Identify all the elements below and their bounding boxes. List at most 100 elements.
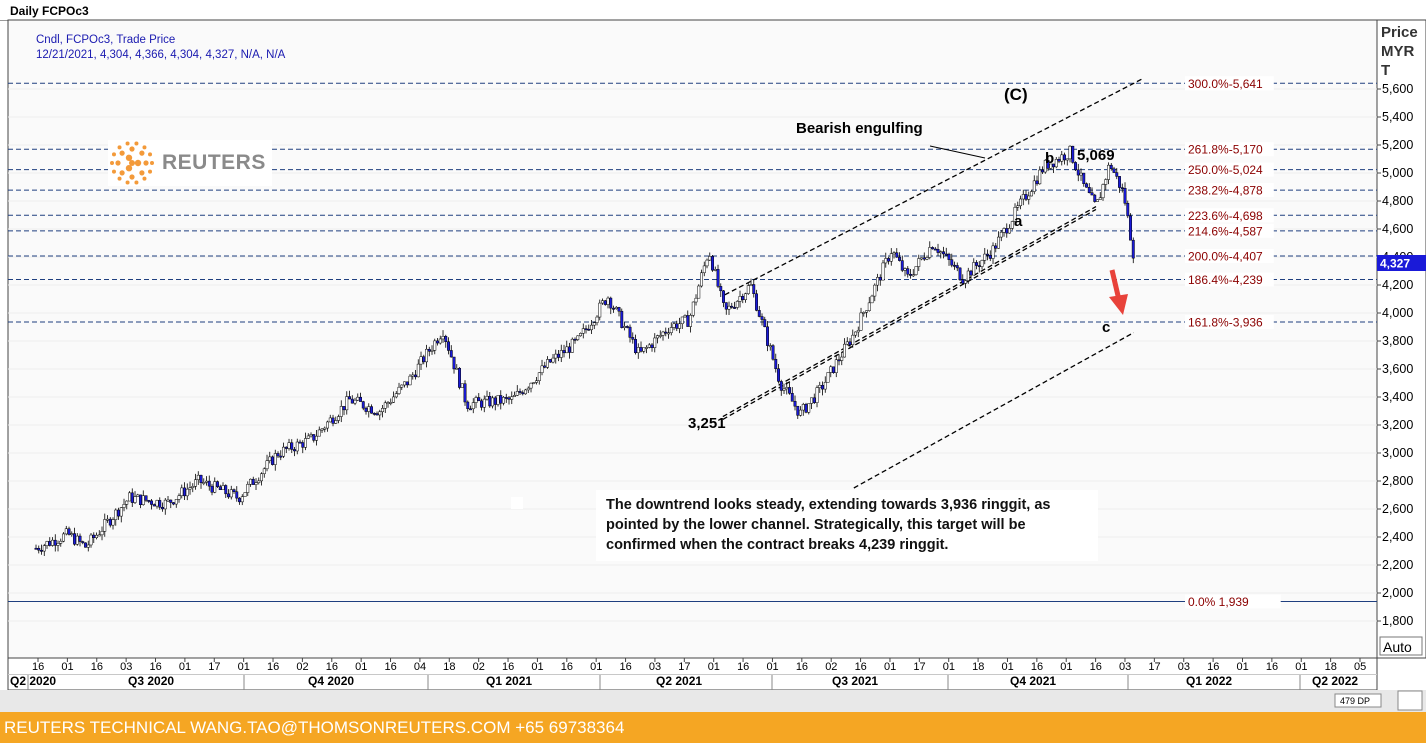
candle-body <box>628 326 632 338</box>
candle-body <box>1054 159 1058 168</box>
candle-body <box>562 350 566 354</box>
candle-body <box>988 254 992 259</box>
fib-level-label: 261.8%-5,170 <box>1188 143 1263 157</box>
candle-body <box>141 495 145 505</box>
candle-body <box>1079 172 1083 176</box>
candle-body <box>436 340 439 344</box>
candle-body <box>185 488 189 497</box>
candle-body <box>284 446 288 449</box>
candle-body <box>144 495 148 501</box>
candle-body <box>755 293 758 311</box>
y-tick-label: 3,200 <box>1382 418 1413 432</box>
candle-body <box>667 332 670 335</box>
candle-body <box>317 429 321 437</box>
logo-dot <box>148 169 153 174</box>
currency-label-2: T <box>1381 62 1390 79</box>
x-day-label: 01 <box>943 661 955 673</box>
auto-scale-button[interactable] <box>1379 636 1423 656</box>
candle-body <box>337 416 340 421</box>
candle-body <box>430 350 434 352</box>
candle-body <box>774 358 778 369</box>
blank-marker <box>511 497 523 509</box>
y-tick-label: 3,000 <box>1382 446 1413 460</box>
candle-body <box>1041 169 1044 173</box>
candle-body <box>903 268 907 271</box>
candle-body <box>499 395 503 404</box>
fib-level-label: 238.2%-4,878 <box>1188 184 1263 198</box>
candle-body <box>326 421 329 429</box>
x-quarter-label: Q4 2020 <box>308 674 354 688</box>
candle-body <box>40 549 43 552</box>
candle-body <box>1063 154 1066 161</box>
x-quarter-label: Q2 2022 <box>1312 674 1358 688</box>
candle-body <box>920 257 923 260</box>
candle-body <box>999 231 1003 238</box>
candle-body <box>64 528 68 535</box>
candle-body <box>348 396 351 400</box>
candle-body <box>125 500 129 505</box>
x-quarter-label: Q2 2021 <box>656 674 702 688</box>
candle-body <box>166 499 170 502</box>
candle-body <box>427 348 431 352</box>
x-day-label: 17 <box>1148 661 1160 673</box>
candle-body <box>383 402 387 409</box>
candle-body <box>837 359 841 362</box>
candle-body <box>408 375 412 386</box>
candle-body <box>865 310 868 313</box>
candle-body <box>887 258 890 262</box>
logo-dot <box>139 170 145 176</box>
candle-body <box>114 509 118 520</box>
analysis-note: The downtrend looks steady, extending to… <box>596 490 1098 561</box>
candle-body <box>757 310 761 317</box>
candle-body <box>75 535 79 545</box>
y-tick-label: 2,200 <box>1382 558 1413 572</box>
candle-body <box>1074 162 1077 171</box>
x-day-label: 16 <box>1207 661 1219 673</box>
candle-body <box>573 338 577 341</box>
candle-body <box>507 397 511 400</box>
candle-body <box>826 372 830 383</box>
logo-dot <box>125 180 130 185</box>
x-day-label: 03 <box>1178 661 1190 673</box>
logo-dot <box>115 160 121 166</box>
channel-line <box>853 332 1135 489</box>
candle-body <box>89 534 93 546</box>
candle-body <box>392 396 395 403</box>
candle-body <box>760 316 764 320</box>
logo-dot <box>125 154 133 162</box>
candle-body <box>1129 215 1132 241</box>
candle-body <box>1082 172 1086 184</box>
currency-label: MYR <box>1381 43 1415 60</box>
y-tick-label: 3,400 <box>1382 390 1413 404</box>
candle-body <box>749 284 753 286</box>
candle-body <box>540 365 544 374</box>
candle-body <box>1118 176 1121 188</box>
y-tick-label: 4,200 <box>1382 278 1413 292</box>
candle-body <box>711 256 714 271</box>
candle-body <box>669 327 673 333</box>
candle-body <box>922 257 926 260</box>
candle-body <box>785 387 789 390</box>
x-day-label: 01 <box>1060 661 1072 673</box>
candle-body <box>389 402 393 404</box>
candle-body <box>361 401 365 409</box>
candle-body <box>601 300 604 304</box>
candle-body <box>416 363 420 378</box>
candle-body <box>551 357 555 363</box>
candle-body <box>37 548 41 551</box>
candle-body <box>152 504 156 507</box>
candle-body <box>279 455 283 458</box>
logo-dot <box>111 152 116 157</box>
logo-dot <box>119 150 125 156</box>
x-day-label: 16 <box>796 661 808 673</box>
candle-body <box>705 259 709 267</box>
candle-body <box>722 290 725 303</box>
candle-body <box>298 441 302 444</box>
logo-dot <box>125 164 133 172</box>
candle-body <box>84 542 87 548</box>
y-tick-label: 5,200 <box>1382 138 1413 152</box>
candle-body <box>848 341 852 346</box>
candle-body <box>614 307 618 310</box>
candle-body <box>735 301 739 308</box>
candle-body <box>867 302 871 311</box>
